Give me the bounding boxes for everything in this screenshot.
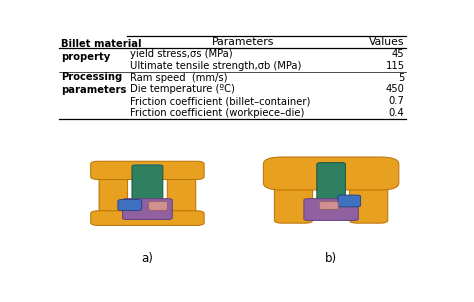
Text: b): b) — [325, 252, 337, 265]
Text: Processing
parameters: Processing parameters — [61, 72, 127, 95]
FancyBboxPatch shape — [91, 161, 204, 179]
Text: yield stress,σs (MPa): yield stress,σs (MPa) — [130, 49, 233, 59]
FancyBboxPatch shape — [274, 175, 312, 223]
FancyBboxPatch shape — [304, 199, 358, 220]
FancyBboxPatch shape — [99, 174, 128, 222]
FancyBboxPatch shape — [91, 211, 204, 225]
FancyBboxPatch shape — [350, 175, 388, 223]
Text: Friction coefficient (workpiece–die): Friction coefficient (workpiece–die) — [130, 108, 304, 118]
Text: 0.7: 0.7 — [389, 96, 405, 106]
FancyBboxPatch shape — [123, 199, 172, 220]
FancyBboxPatch shape — [132, 165, 163, 201]
Text: 5: 5 — [398, 73, 405, 83]
Text: Billet material
property: Billet material property — [61, 39, 142, 62]
Text: Friction coefficient (billet–container): Friction coefficient (billet–container) — [130, 96, 310, 106]
FancyBboxPatch shape — [167, 174, 196, 222]
FancyBboxPatch shape — [148, 201, 167, 210]
Text: Values: Values — [369, 37, 405, 47]
Text: Die temperature (ºC): Die temperature (ºC) — [130, 85, 235, 95]
FancyBboxPatch shape — [132, 164, 163, 177]
Text: 0.4: 0.4 — [389, 108, 405, 118]
Text: 450: 450 — [386, 85, 405, 95]
FancyBboxPatch shape — [264, 157, 399, 190]
FancyBboxPatch shape — [317, 163, 346, 201]
Text: Ram speed  (mm/s): Ram speed (mm/s) — [130, 73, 228, 83]
FancyBboxPatch shape — [319, 201, 338, 210]
Text: a): a) — [141, 252, 154, 265]
FancyBboxPatch shape — [338, 195, 361, 207]
Text: Ultimate tensile strength,σb (MPa): Ultimate tensile strength,σb (MPa) — [130, 61, 301, 71]
FancyBboxPatch shape — [118, 200, 142, 210]
Text: Parameters: Parameters — [212, 37, 274, 47]
Text: 45: 45 — [392, 49, 405, 59]
Text: 115: 115 — [385, 61, 405, 71]
